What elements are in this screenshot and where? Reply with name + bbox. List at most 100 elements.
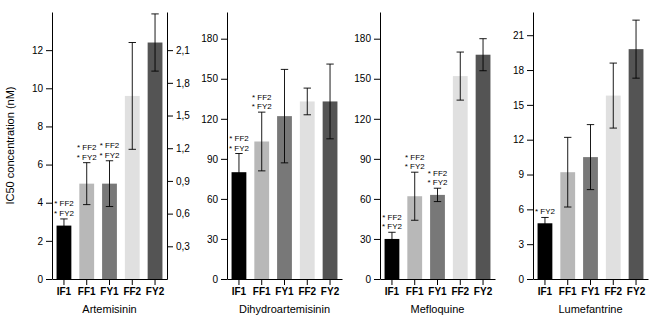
- tick: 60: [207, 194, 227, 205]
- tick-label: FY2: [146, 286, 165, 297]
- tick-mark: [483, 279, 484, 285]
- panel: IF1FF1FY1FF2FY20246810120,30,60,91,21,51…: [4, 13, 190, 316]
- annotation: * FF2* FY2: [99, 141, 120, 160]
- tick-mark: [374, 239, 380, 240]
- tick-label: IF1: [538, 286, 553, 297]
- tick-label: FF1: [78, 286, 96, 297]
- tick-mark: [590, 279, 591, 285]
- tick-label: 4: [37, 197, 43, 208]
- tick-label: 1,8: [176, 78, 190, 89]
- tick-label: 6: [37, 159, 43, 170]
- tick: 3: [518, 239, 533, 250]
- error-bar: [151, 14, 158, 71]
- annotation: * FF2* FY2: [229, 134, 250, 153]
- tick-label: FY2: [474, 286, 493, 297]
- tick: IF1: [385, 279, 400, 297]
- tick-mark: [46, 50, 52, 51]
- tick-label: FF2: [298, 286, 316, 297]
- annotation-line: * FY2: [427, 178, 448, 187]
- tick-mark: [221, 39, 227, 40]
- x-axis: IF1FF1FY1FF2FY2: [381, 279, 496, 297]
- tick-mark: [46, 203, 52, 204]
- tick-label: 6: [518, 204, 524, 215]
- error-bar: [411, 172, 418, 220]
- tick-label: 90: [360, 154, 372, 165]
- tick: 10: [32, 83, 52, 94]
- error-bar: [129, 43, 136, 150]
- panel: IF1FF1FY1FF2FY2036912151821Lumefantrine*…: [513, 13, 649, 316]
- tick: 12: [32, 45, 52, 56]
- tick: 0: [212, 274, 227, 285]
- y-axis: 0306090120150180: [354, 13, 380, 285]
- tick-label: 0: [518, 274, 524, 285]
- x-axis: IF1FF1FY1FF2FY2: [228, 279, 343, 297]
- tick-label: 9: [518, 169, 524, 180]
- y2-axis: 0,30,60,91,21,51,82,1: [167, 13, 190, 280]
- tick: 60: [360, 194, 380, 205]
- bar: [476, 55, 491, 279]
- tick: 30: [207, 234, 227, 245]
- tick: 150: [201, 73, 227, 84]
- annotation-line: * FY2: [405, 162, 426, 171]
- tick-mark: [527, 175, 533, 176]
- y-axis: 0306090120150180: [201, 13, 227, 285]
- tick-label: 90: [207, 154, 219, 165]
- tick: 180: [201, 33, 227, 44]
- tick-label: 3: [518, 239, 524, 250]
- annotation: * FF2* FY2: [405, 153, 426, 172]
- tick-label: FY1: [428, 286, 447, 297]
- error-bar: [434, 188, 441, 201]
- error-bar: [258, 112, 265, 171]
- tick-label: 12: [513, 134, 525, 145]
- tick-mark: [46, 165, 52, 166]
- tick: 0,3: [167, 241, 190, 252]
- tick-label: 2,1: [176, 45, 190, 56]
- tick: 2: [37, 236, 52, 247]
- tick-label: 0,9: [176, 176, 190, 187]
- panel: IF1FF1FY1FF2FY20306090120150180Mefloquin…: [354, 13, 495, 316]
- tick: FF1: [253, 279, 271, 297]
- tick-mark: [63, 279, 64, 285]
- tick-label: 1,2: [176, 143, 190, 154]
- tick-label: 0,3: [176, 241, 190, 252]
- tick: 120: [354, 114, 380, 125]
- annotation-line: * FY2: [382, 222, 403, 231]
- tick: 1,2: [167, 143, 190, 154]
- annotation: * FF2* FY2: [382, 213, 403, 232]
- tick-label: FF1: [253, 286, 271, 297]
- x-axis: IF1FF1FY1FF2FY2: [534, 279, 649, 297]
- tick: IF1: [57, 279, 72, 297]
- tick-mark: [167, 181, 173, 182]
- tick: 90: [207, 154, 227, 165]
- tick: FY1: [100, 279, 119, 297]
- bar: [453, 76, 468, 279]
- tick: 15: [513, 100, 533, 111]
- axis-domain: [533, 13, 534, 280]
- y-axis: 036912151821: [513, 13, 534, 285]
- error-bar: [587, 125, 594, 190]
- annotation-line: * FF2: [229, 134, 249, 143]
- annotation: * FY2: [535, 207, 556, 216]
- tick-label: 60: [207, 194, 219, 205]
- marks: [385, 39, 491, 279]
- axis-domain: [380, 13, 381, 280]
- annotation: * FF2* FY2: [427, 169, 448, 188]
- bar: [629, 49, 644, 279]
- tick-label: FY2: [627, 286, 646, 297]
- tick-mark: [374, 79, 380, 80]
- tick: FY1: [428, 279, 447, 297]
- tick: 6: [37, 159, 52, 170]
- error-bar: [457, 52, 464, 100]
- tick: 0,6: [167, 208, 190, 219]
- tick: FF1: [406, 279, 424, 297]
- annotation: * FF2* FY2: [77, 143, 98, 162]
- tick-label: 2: [37, 236, 43, 247]
- tick: IF1: [538, 279, 553, 297]
- marks: [57, 14, 163, 279]
- annotation: * FF2* FY2: [252, 93, 273, 112]
- tick-mark: [221, 279, 227, 280]
- error-bar: [564, 137, 571, 207]
- tick-label: IF1: [232, 286, 247, 297]
- tick-label: FF1: [559, 286, 577, 297]
- error-bar: [235, 154, 242, 191]
